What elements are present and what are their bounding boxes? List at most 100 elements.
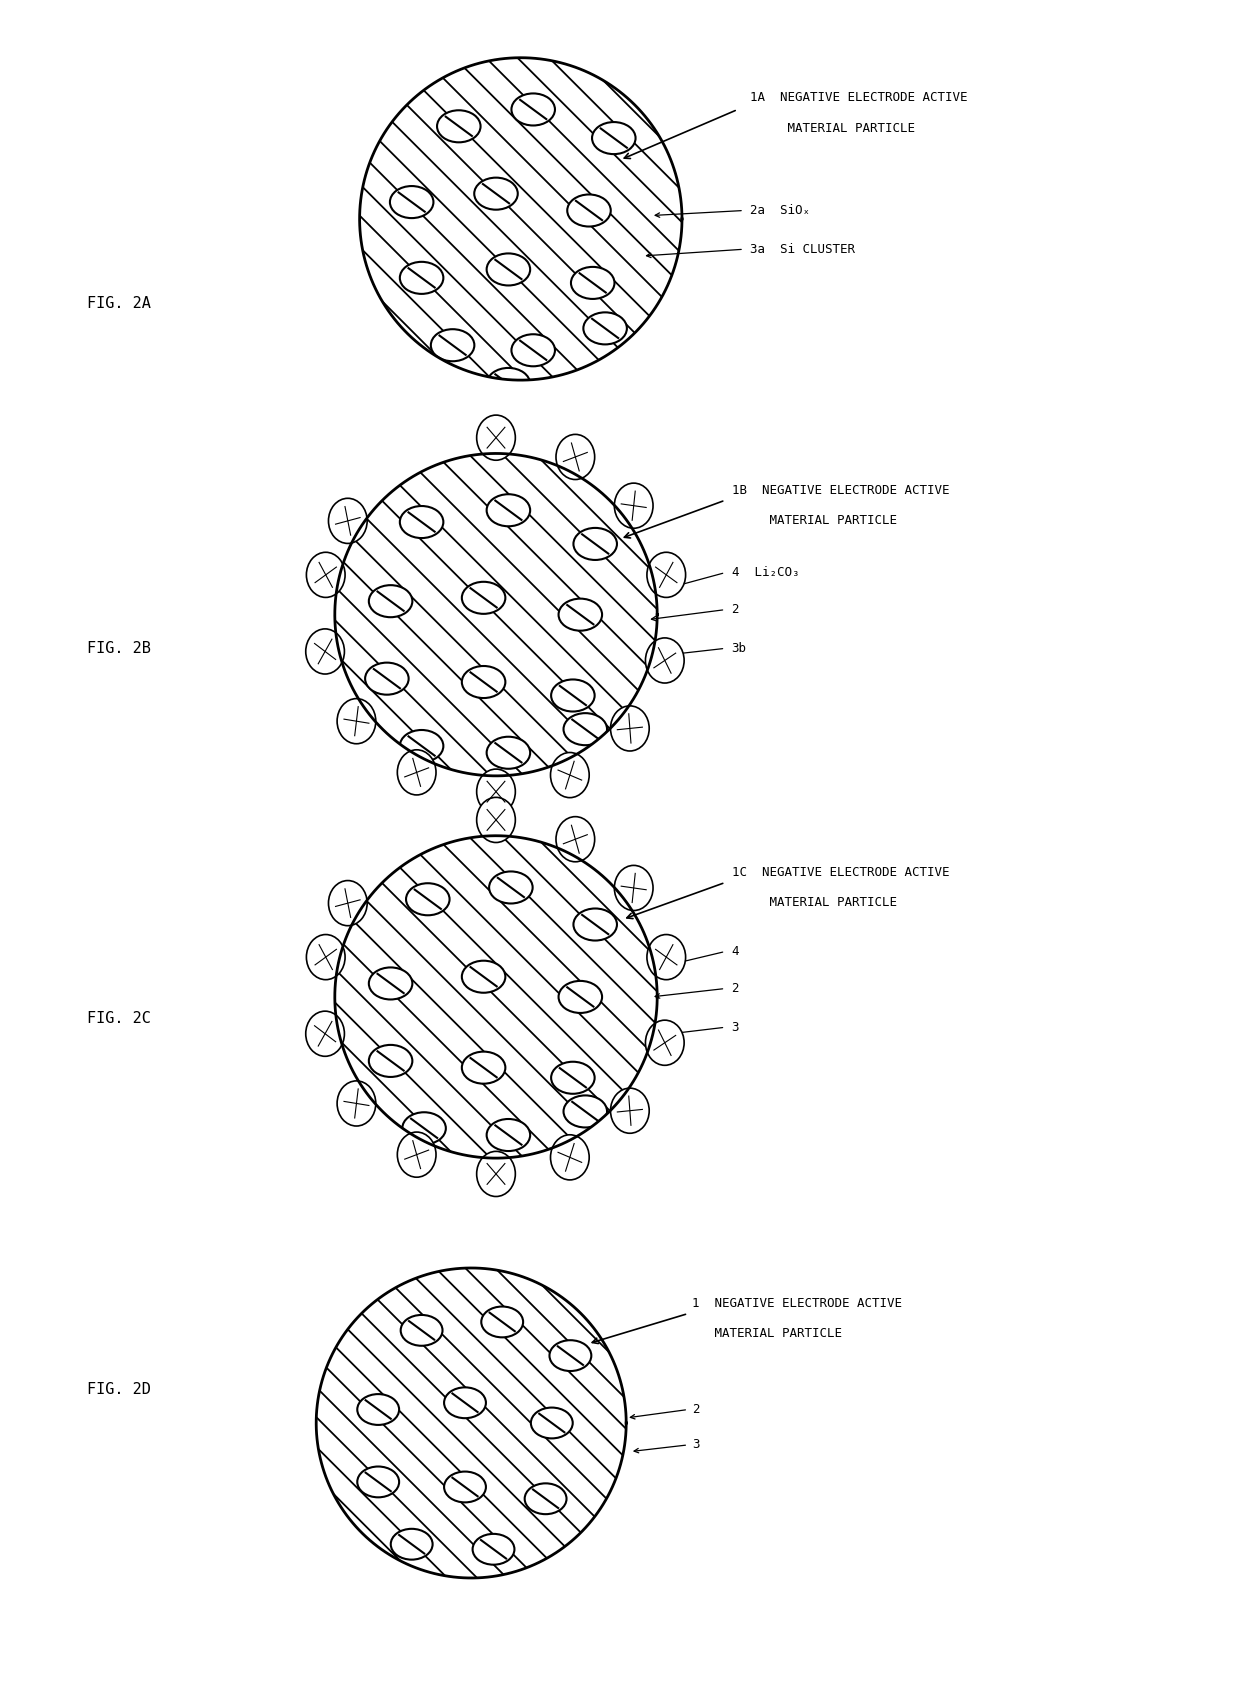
Text: 1B  NEGATIVE ELECTRODE ACTIVE: 1B NEGATIVE ELECTRODE ACTIVE (732, 483, 949, 497)
Ellipse shape (397, 1132, 436, 1177)
Ellipse shape (591, 121, 636, 155)
Ellipse shape (444, 1472, 486, 1502)
Ellipse shape (461, 581, 506, 615)
Ellipse shape (401, 1315, 443, 1346)
Ellipse shape (551, 1061, 595, 1095)
Ellipse shape (399, 261, 444, 295)
Ellipse shape (306, 1010, 345, 1056)
Ellipse shape (391, 1529, 433, 1559)
Ellipse shape (357, 1394, 399, 1425)
Text: 3a  Si CLUSTER: 3a Si CLUSTER (750, 242, 856, 256)
Polygon shape (335, 835, 657, 1159)
Ellipse shape (551, 679, 595, 712)
Ellipse shape (551, 753, 589, 798)
Text: 2: 2 (732, 982, 739, 995)
Ellipse shape (558, 980, 603, 1014)
Ellipse shape (405, 882, 450, 916)
Ellipse shape (558, 598, 603, 632)
Ellipse shape (556, 434, 595, 480)
Polygon shape (335, 453, 657, 776)
Polygon shape (360, 57, 682, 381)
Ellipse shape (563, 1095, 608, 1128)
Text: 2: 2 (732, 603, 739, 616)
Text: 1A  NEGATIVE ELECTRODE ACTIVE: 1A NEGATIVE ELECTRODE ACTIVE (750, 91, 967, 104)
Text: 1  NEGATIVE ELECTRODE ACTIVE: 1 NEGATIVE ELECTRODE ACTIVE (692, 1297, 901, 1310)
Ellipse shape (486, 736, 531, 770)
Text: 2: 2 (692, 1403, 699, 1416)
Ellipse shape (397, 749, 436, 795)
Ellipse shape (399, 505, 444, 539)
Text: 3b: 3b (732, 642, 746, 655)
Ellipse shape (610, 706, 650, 751)
Text: FIG. 2D: FIG. 2D (87, 1383, 151, 1396)
Ellipse shape (647, 552, 686, 598)
Ellipse shape (646, 638, 684, 684)
Ellipse shape (337, 1081, 376, 1127)
Ellipse shape (476, 797, 516, 842)
Ellipse shape (549, 1340, 591, 1371)
Ellipse shape (368, 584, 413, 618)
Ellipse shape (389, 185, 434, 219)
Text: MATERIAL PARTICLE: MATERIAL PARTICLE (692, 1327, 842, 1340)
Ellipse shape (481, 1307, 523, 1337)
Ellipse shape (486, 367, 531, 401)
Ellipse shape (476, 414, 516, 460)
Ellipse shape (511, 93, 556, 126)
Ellipse shape (646, 1021, 684, 1066)
Polygon shape (316, 1268, 626, 1578)
Ellipse shape (402, 1111, 446, 1145)
Text: 4  Li₂CO₃: 4 Li₂CO₃ (732, 566, 799, 579)
Ellipse shape (368, 967, 413, 1000)
Ellipse shape (556, 817, 595, 862)
Ellipse shape (647, 935, 686, 980)
Ellipse shape (444, 1388, 486, 1418)
Ellipse shape (563, 712, 608, 746)
Text: 4: 4 (732, 945, 739, 958)
Ellipse shape (486, 253, 531, 286)
Ellipse shape (472, 1534, 515, 1564)
Text: 3: 3 (732, 1021, 739, 1034)
Text: 1C  NEGATIVE ELECTRODE ACTIVE: 1C NEGATIVE ELECTRODE ACTIVE (732, 866, 949, 879)
Text: MATERIAL PARTICLE: MATERIAL PARTICLE (750, 121, 915, 135)
Ellipse shape (573, 908, 618, 941)
Ellipse shape (461, 665, 506, 699)
Ellipse shape (567, 194, 611, 227)
Ellipse shape (436, 109, 481, 143)
Ellipse shape (610, 1088, 650, 1133)
Ellipse shape (306, 552, 345, 598)
Ellipse shape (430, 328, 475, 362)
Ellipse shape (368, 1044, 413, 1078)
Ellipse shape (486, 1118, 531, 1152)
Ellipse shape (329, 498, 367, 544)
Ellipse shape (583, 312, 627, 345)
Ellipse shape (306, 935, 345, 980)
Ellipse shape (476, 770, 516, 815)
Ellipse shape (474, 177, 518, 210)
Ellipse shape (306, 628, 345, 674)
Ellipse shape (486, 493, 531, 527)
Ellipse shape (614, 483, 653, 529)
Ellipse shape (461, 1051, 506, 1084)
Text: 2a  SiOₓ: 2a SiOₓ (750, 204, 810, 217)
Ellipse shape (365, 662, 409, 695)
Ellipse shape (531, 1408, 573, 1438)
Ellipse shape (511, 333, 556, 367)
Ellipse shape (399, 729, 444, 763)
Ellipse shape (525, 1484, 567, 1514)
Ellipse shape (551, 1135, 589, 1180)
Text: 3: 3 (692, 1438, 699, 1452)
Ellipse shape (357, 1467, 399, 1497)
Ellipse shape (461, 960, 506, 994)
Text: FIG. 2C: FIG. 2C (87, 1012, 151, 1026)
Text: FIG. 2B: FIG. 2B (87, 642, 151, 655)
Ellipse shape (614, 866, 653, 911)
Text: MATERIAL PARTICLE: MATERIAL PARTICLE (732, 896, 897, 909)
Ellipse shape (337, 699, 376, 744)
Ellipse shape (570, 266, 615, 300)
Ellipse shape (489, 871, 533, 904)
Ellipse shape (476, 1152, 516, 1197)
Ellipse shape (329, 881, 367, 926)
Text: MATERIAL PARTICLE: MATERIAL PARTICLE (732, 514, 897, 527)
Text: FIG. 2A: FIG. 2A (87, 296, 151, 310)
Ellipse shape (573, 527, 618, 561)
